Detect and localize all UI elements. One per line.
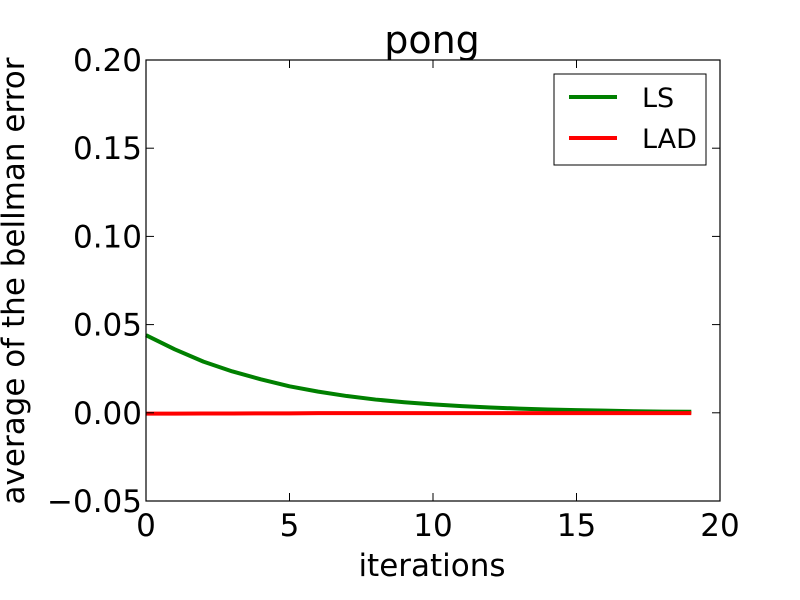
y-tick-label: −0.05 [47, 484, 142, 520]
legend-box [553, 73, 707, 166]
x-tick-label: 20 [700, 508, 739, 544]
x-axis-title: iterations [358, 548, 505, 584]
series-line-lad [146, 411, 692, 416]
y-tick-label: 0.05 [73, 308, 142, 344]
y-tick-label: 0.00 [73, 396, 142, 432]
legend: LS LAD [553, 73, 707, 166]
y-tick-label: 0.20 [73, 43, 142, 79]
x-tick-label: 0 [136, 508, 156, 544]
legend-label-lad: LAD [642, 124, 697, 155]
series-line-ls [145, 333, 692, 414]
chart-title: pong [384, 18, 480, 62]
legend-label-ls: LS [642, 83, 674, 114]
y-tick-label: 0.15 [73, 131, 142, 167]
x-tick-label: 5 [280, 508, 300, 544]
x-tick-label: 15 [557, 508, 596, 544]
axes: 0 5 10 15 20 −0.05 0.00 0.05 0.10 0.15 0.20 [47, 43, 740, 544]
x-tick-label: 10 [413, 508, 452, 544]
y-tick-label: 0.10 [73, 219, 142, 255]
y-axis-title: average of the bellman error [0, 57, 32, 504]
